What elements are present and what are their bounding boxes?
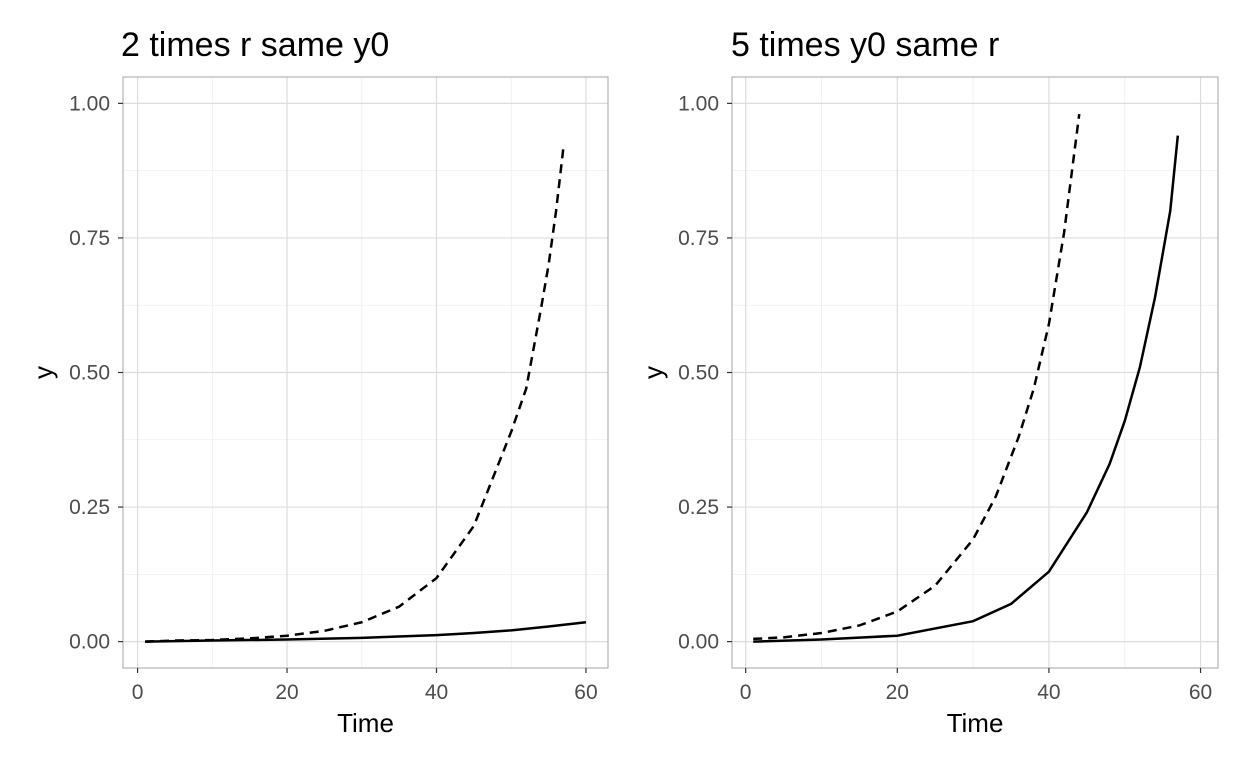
y-tick-label: 0.25 <box>69 496 110 519</box>
x-tick-label: 20 <box>275 681 298 704</box>
y-tick-label: 0.50 <box>678 362 719 385</box>
x-axis-title: Time <box>337 708 394 738</box>
y-tick-label: 0.75 <box>678 227 719 250</box>
solid-series-line <box>753 135 1180 643</box>
x-tick-label: 0 <box>132 681 144 704</box>
left-chart-panel: 0.00 0.25 0.50 0.75 1.00 0 20 40 60 2 times r sam… <box>28 26 609 738</box>
y-tick-label: 0.00 <box>69 631 110 654</box>
chart-title: 5 times y0 same r <box>731 26 999 64</box>
chart-title: 2 times r same y0 <box>121 26 389 64</box>
y-tick-label: 1.00 <box>69 92 110 115</box>
y-tick-label: 0.50 <box>69 362 110 385</box>
x-tick-label: 60 <box>574 681 597 704</box>
dashed-series-line <box>145 146 565 643</box>
y-tick-label: 0.25 <box>678 496 719 519</box>
y-axis-title: y <box>638 366 668 379</box>
x-tick-label: 40 <box>425 681 448 704</box>
x-tick-label: 20 <box>886 681 909 704</box>
y-tick-label: 1.00 <box>678 92 719 115</box>
x-axis-title: Time <box>947 708 1004 738</box>
x-tick-label: 40 <box>1037 681 1060 704</box>
dashed-series-line <box>753 113 1081 641</box>
x-tick-label: 60 <box>1189 681 1212 704</box>
right-chart-panel: 0.00 0.25 0.50 0.75 1.00 0 20 40 60 5 times y0 sa… <box>638 26 1219 738</box>
solid-series-line <box>145 621 587 643</box>
y-tick-label: 0.75 <box>69 227 110 250</box>
y-axis-title: y <box>28 366 58 379</box>
x-tick-label: 0 <box>740 681 752 704</box>
y-tick-label: 0.00 <box>678 631 719 654</box>
